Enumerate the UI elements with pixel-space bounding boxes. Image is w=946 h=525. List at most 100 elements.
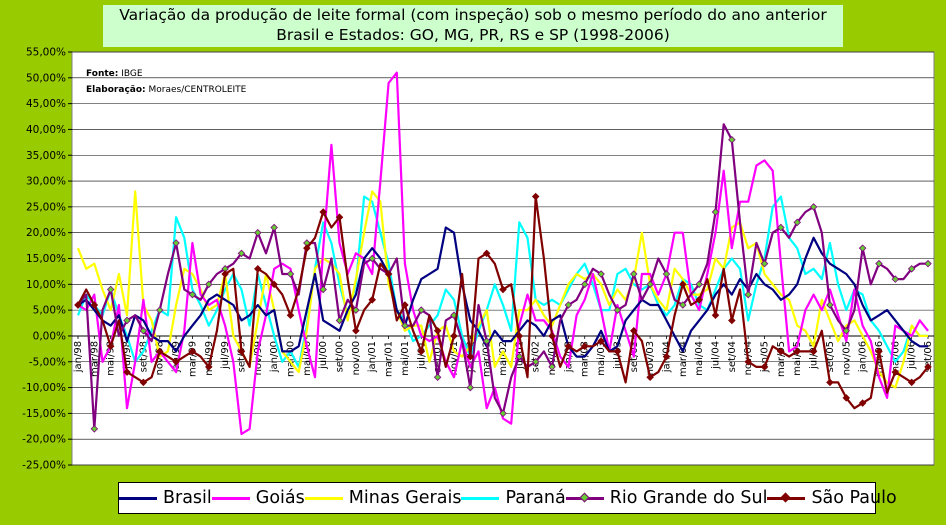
legend-item: Brasil bbox=[119, 488, 212, 508]
data-point-s-o-paulo bbox=[139, 378, 148, 387]
x-tick-label: jan/99 bbox=[171, 341, 182, 373]
data-point-rio-grande-do-sul bbox=[270, 223, 278, 232]
x-tick-label: nov/98 bbox=[155, 341, 166, 375]
data-point-s-o-paulo bbox=[172, 357, 180, 366]
legend-swatch bbox=[119, 496, 157, 500]
y-tick-label: 15,00% bbox=[26, 253, 66, 265]
legend-item: São Paulo bbox=[767, 488, 897, 508]
chart-legend: Brasil Goiás Minas Gerais Paraná Rio Grande … bbox=[118, 482, 897, 514]
data-point-rio-grande-do-sul bbox=[580, 280, 589, 289]
data-point-rio-grande-do-sul bbox=[679, 301, 687, 309]
legend-item: Goiás bbox=[211, 488, 305, 508]
data-point-rio-grande-do-sul bbox=[205, 280, 213, 289]
data-point-rio-grande-do-sul bbox=[482, 337, 491, 345]
data-point-s-o-paulo bbox=[809, 347, 818, 356]
y-tick-label: 25,00% bbox=[26, 201, 66, 213]
y-tick-label: -15,00% bbox=[22, 408, 66, 420]
x-tick-label: mai/01 bbox=[400, 341, 411, 376]
x-tick-label: jul/06 bbox=[907, 341, 918, 370]
data-point-rio-grande-do-sul bbox=[368, 254, 376, 263]
source-note: IBGE bbox=[121, 69, 143, 79]
y-tick-label: 10,00% bbox=[26, 279, 66, 291]
legend-marker bbox=[579, 492, 590, 502]
data-point-s-o-paulo bbox=[123, 368, 131, 376]
y-tick-label: -5,00% bbox=[29, 356, 66, 368]
data-point-rio-grande-do-sul bbox=[237, 249, 246, 258]
x-tick-label: jan/00 bbox=[269, 341, 280, 373]
data-point-rio-grande-do-sul bbox=[139, 327, 148, 335]
y-tick-label: 5,00% bbox=[33, 305, 66, 317]
x-tick-label: set/06 bbox=[923, 341, 934, 372]
data-point-s-o-paulo bbox=[695, 296, 703, 304]
x-tick-label: mar/99 bbox=[187, 341, 198, 377]
data-point-s-o-paulo bbox=[826, 378, 834, 387]
x-tick-label: set/99 bbox=[236, 341, 247, 372]
x-tick-label: nov/03 bbox=[645, 341, 656, 375]
x-tick-label: mar/05 bbox=[776, 341, 787, 377]
x-tick-label: jul/00 bbox=[318, 341, 329, 370]
data-point-rio-grande-do-sul bbox=[433, 373, 442, 382]
y-tick-label: 0,00% bbox=[33, 330, 66, 342]
legend-label: São Paulo bbox=[811, 488, 897, 508]
data-point-s-o-paulo bbox=[613, 347, 622, 356]
y-tick-label: 40,00% bbox=[26, 124, 66, 136]
data-point-s-o-paulo bbox=[205, 363, 213, 371]
y-tick-label: -10,00% bbox=[22, 382, 66, 394]
x-tick-label: nov/01 bbox=[449, 341, 460, 375]
data-point-s-o-paulo bbox=[352, 327, 360, 335]
series-line-brasil bbox=[77, 226, 928, 358]
data-point-s-o-paulo bbox=[858, 399, 867, 407]
data-point-rio-grande-do-sul bbox=[335, 316, 344, 325]
x-tick-label: mai/99 bbox=[204, 341, 215, 376]
x-tick-label: jan/06 bbox=[858, 341, 869, 373]
data-point-s-o-paulo bbox=[531, 192, 540, 201]
data-point-rio-grande-do-sul bbox=[826, 301, 834, 309]
data-point-rio-grande-do-sul bbox=[531, 357, 540, 366]
x-tick-label: jul/99 bbox=[220, 341, 231, 370]
data-point-s-o-paulo bbox=[450, 332, 458, 340]
data-point-s-o-paulo bbox=[286, 311, 295, 320]
data-point-rio-grande-do-sul bbox=[155, 306, 164, 314]
x-tick-label: mar/98 bbox=[89, 341, 100, 377]
x-tick-label: mar/00 bbox=[286, 341, 297, 377]
data-point-rio-grande-do-sul bbox=[646, 280, 654, 289]
chart-title-box: Variação da produção de leite formal (co… bbox=[103, 5, 843, 47]
y-tick-label: 20,00% bbox=[26, 227, 66, 239]
data-point-s-o-paulo bbox=[907, 378, 916, 387]
data-point-s-o-paulo bbox=[335, 213, 344, 221]
data-point-rio-grande-do-sul bbox=[760, 259, 769, 268]
legend-item: Rio Grande do Sul bbox=[565, 488, 767, 508]
x-tick-label: mai/02 bbox=[498, 341, 509, 376]
data-point-s-o-paulo bbox=[777, 347, 785, 356]
data-point-s-o-paulo bbox=[433, 327, 442, 335]
data-point-rio-grande-do-sul bbox=[777, 223, 785, 232]
data-point-rio-grande-do-sul bbox=[90, 425, 99, 433]
data-point-s-o-paulo bbox=[891, 368, 900, 376]
x-tick-label: jul/01 bbox=[416, 341, 427, 370]
x-tick-label: mai/03 bbox=[596, 341, 607, 376]
data-point-rio-grande-do-sul bbox=[613, 306, 622, 314]
x-tick-label: mai/05 bbox=[792, 341, 803, 376]
data-point-s-o-paulo bbox=[580, 342, 589, 351]
data-point-s-o-paulo bbox=[319, 208, 327, 216]
legend-marker bbox=[780, 492, 791, 502]
data-point-s-o-paulo bbox=[630, 327, 638, 335]
data-point-s-o-paulo bbox=[74, 301, 82, 309]
data-point-s-o-paulo bbox=[303, 244, 311, 252]
legend-swatch bbox=[767, 492, 806, 502]
chart-title: Variação da produção de leite formal (co… bbox=[119, 6, 827, 24]
data-point-rio-grande-do-sul bbox=[401, 321, 409, 330]
data-point-s-o-paulo bbox=[842, 394, 851, 402]
data-point-s-o-paulo bbox=[90, 301, 99, 309]
data-point-rio-grande-do-sul bbox=[597, 270, 605, 278]
data-point-rio-grande-do-sul bbox=[809, 203, 818, 211]
data-point-s-o-paulo bbox=[646, 373, 654, 382]
data-point-s-o-paulo bbox=[662, 352, 671, 361]
data-point-rio-grande-do-sul bbox=[564, 301, 573, 309]
data-point-s-o-paulo bbox=[760, 363, 769, 371]
data-point-s-o-paulo bbox=[564, 342, 573, 351]
data-point-rio-grande-do-sul bbox=[662, 270, 671, 278]
data-point-rio-grande-do-sul bbox=[319, 285, 327, 294]
